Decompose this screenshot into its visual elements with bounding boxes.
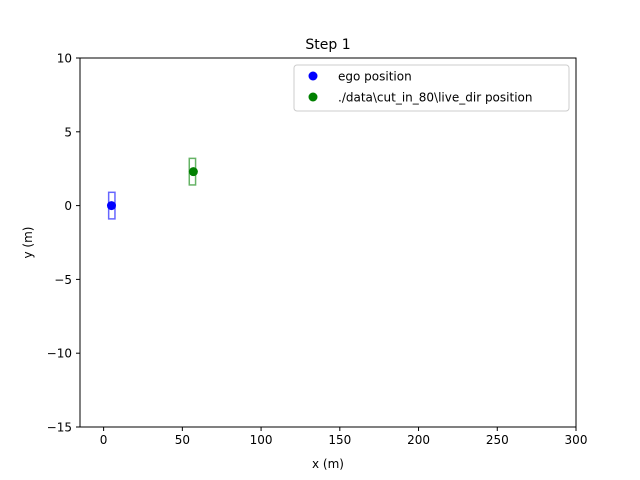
x-tick-label: 300 <box>565 433 588 447</box>
x-tick-label: 250 <box>486 433 509 447</box>
y-tick-label: 10 <box>57 52 72 66</box>
chart-title: Step 1 <box>305 37 350 53</box>
data-point-0 <box>106 201 116 211</box>
plot-frame <box>79 57 577 428</box>
y-axis-label: y (m) <box>21 227 35 259</box>
data-point-1 <box>188 167 198 177</box>
x-axis-label: x (m) <box>312 457 344 471</box>
x-tick-label: 50 <box>175 433 190 447</box>
legend-label-ego: ego position <box>338 70 412 84</box>
y-tick-label: 5 <box>64 125 72 139</box>
y-tick-label: 0 <box>64 199 72 213</box>
y-tick-label: −5 <box>54 273 72 287</box>
legend-marker-ego <box>308 71 318 81</box>
x-tick-label: 200 <box>407 433 430 447</box>
x-tick-label: 100 <box>250 433 273 447</box>
y-tick-label: −10 <box>47 347 72 361</box>
x-tick-label: 0 <box>100 433 108 447</box>
x-axis: 0 50 100 150 200 250 300 <box>100 427 588 447</box>
legend: ego position ./data\cut_in_80\live_dir p… <box>293 64 570 112</box>
x-tick-label: 150 <box>328 433 351 447</box>
legend-marker-cut-in <box>308 92 318 102</box>
y-tick-label: −15 <box>47 421 72 435</box>
legend-label-cut-in: ./data\cut_in_80\live_dir position <box>338 91 532 105</box>
y-axis: −15 −10 −5 0 5 10 <box>47 52 80 435</box>
legend-frame <box>293 64 570 112</box>
position-points <box>106 167 198 211</box>
